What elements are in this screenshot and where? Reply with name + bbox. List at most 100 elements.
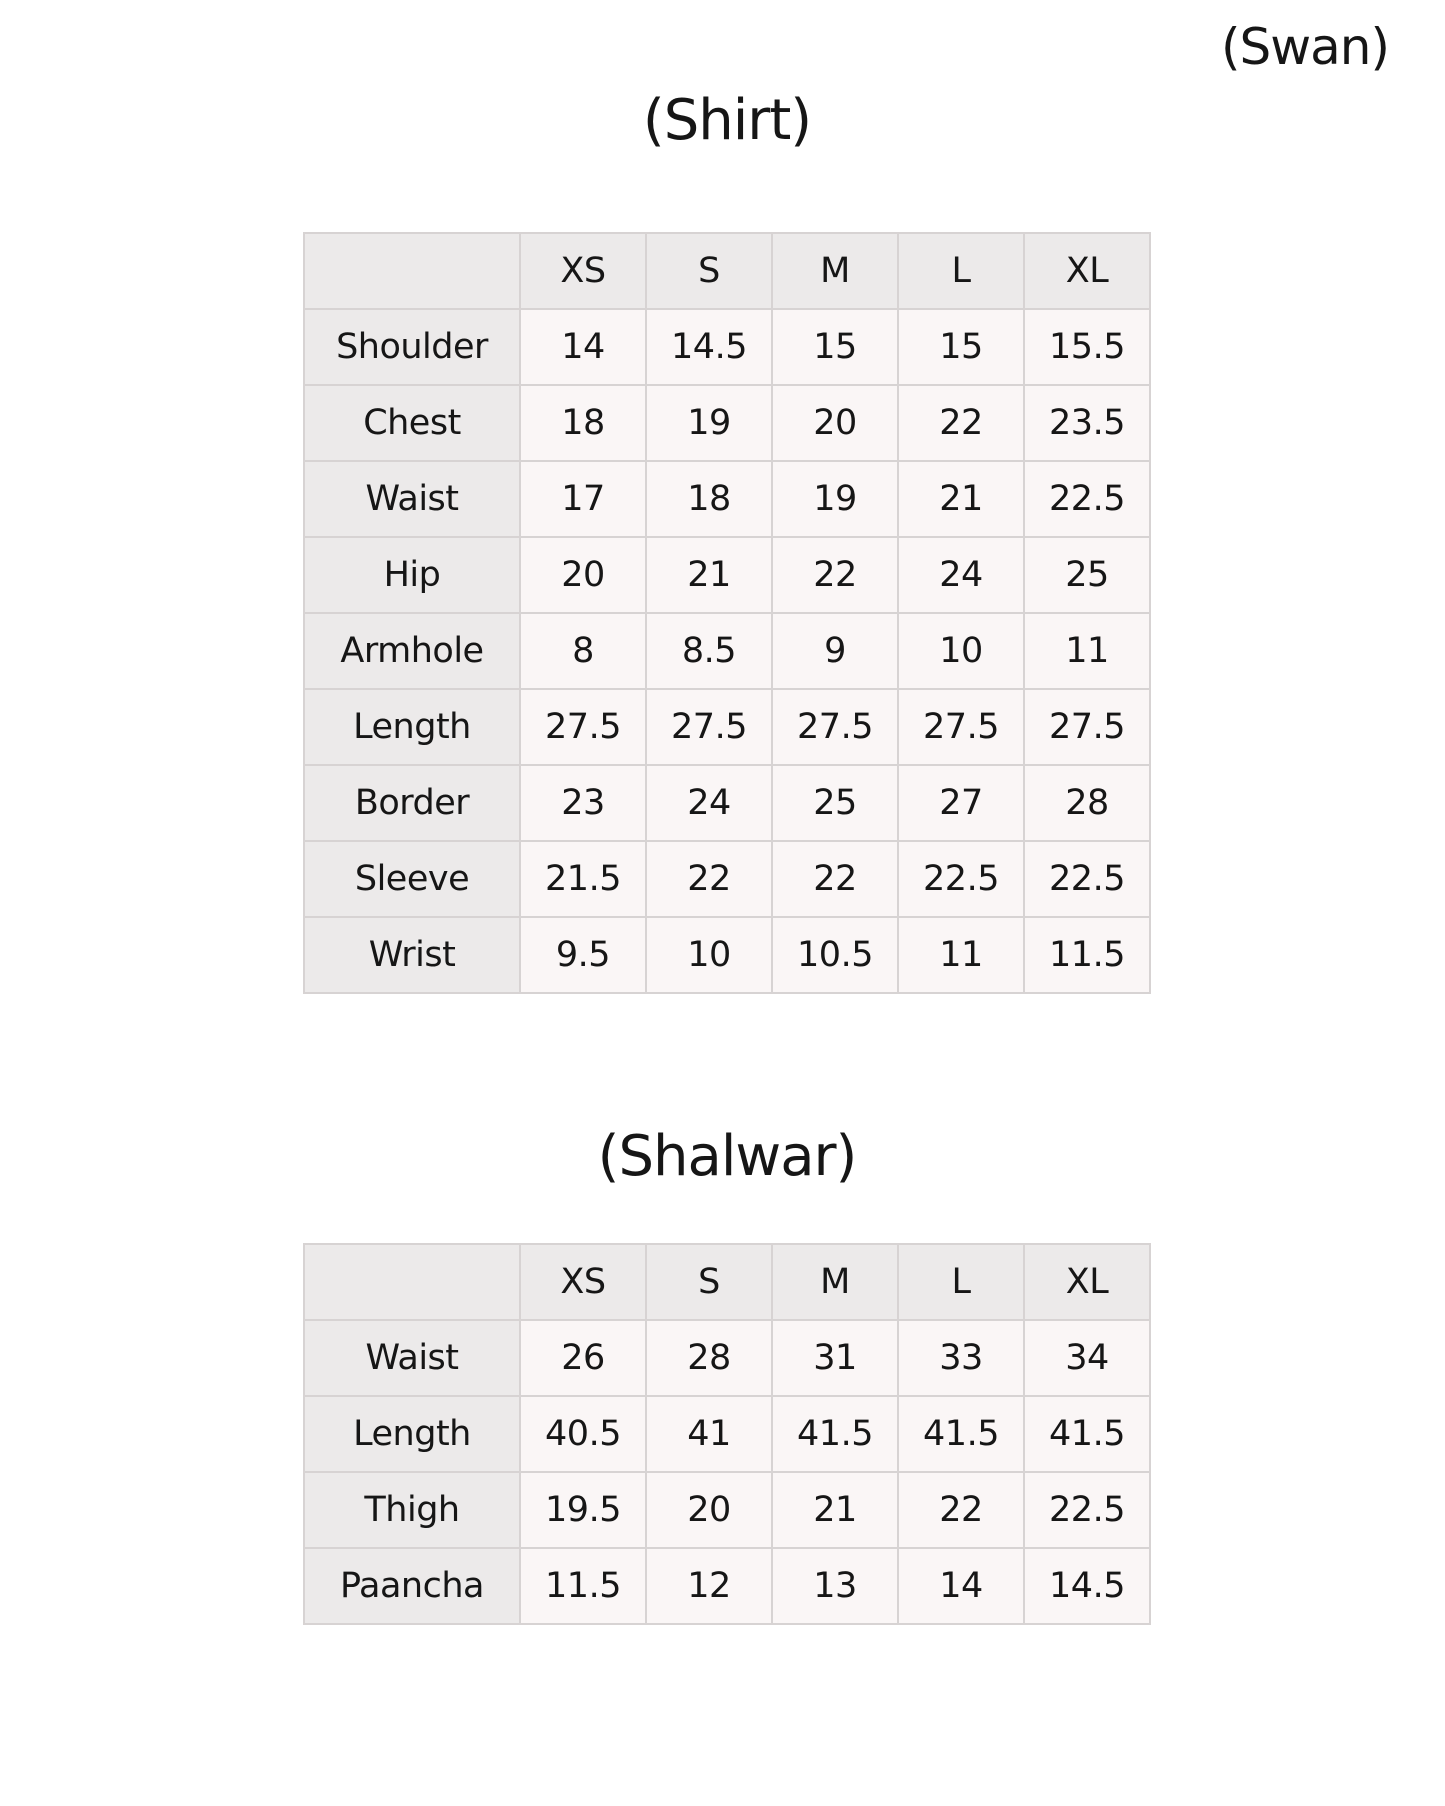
size-value-cell: 41.5 — [1023, 1395, 1151, 1473]
size-value-cell: 24 — [645, 764, 773, 842]
measurement-row: Length 40.5 41 41.5 41.5 41.5 — [303, 1395, 1151, 1473]
measurement-row: Sleeve 21.5 22 22 22.5 22.5 — [303, 840, 1151, 918]
shalwar-section-title: (Shalwar) — [597, 1124, 858, 1189]
size-value-cell: 19 — [645, 384, 773, 462]
size-value-cell: 27.5 — [897, 688, 1025, 766]
size-value-cell: 8.5 — [645, 612, 773, 690]
measurement-row: Border 23 24 25 27 28 — [303, 764, 1151, 842]
size-column-header: L — [897, 232, 1025, 310]
size-value-cell: 23.5 — [1023, 384, 1151, 462]
size-value-cell: 21.5 — [519, 840, 647, 918]
shirt-size-table: XS S M L XL Shoulder 14 14.5 15 15 15.5 Chest 18 19 2… — [303, 232, 1151, 994]
size-value-cell: 13 — [771, 1547, 899, 1625]
size-value-cell: 14.5 — [1023, 1547, 1151, 1625]
size-value-cell: 14 — [519, 308, 647, 386]
measurement-label: Paancha — [303, 1547, 521, 1625]
size-value-cell: 41.5 — [771, 1395, 899, 1473]
size-value-cell: 11.5 — [1023, 916, 1151, 994]
size-value-cell: 31 — [771, 1319, 899, 1397]
size-column-header: XL — [1023, 232, 1151, 310]
measurement-row: Wrist 9.5 10 10.5 11 11.5 — [303, 916, 1151, 994]
measurement-label: Wrist — [303, 916, 521, 994]
size-column-header: M — [771, 232, 899, 310]
measurement-row: Armhole 8 8.5 9 10 11 — [303, 612, 1151, 690]
size-value-cell: 10 — [897, 612, 1025, 690]
size-value-cell: 11 — [1023, 612, 1151, 690]
size-value-cell: 27.5 — [771, 688, 899, 766]
measurement-label: Sleeve — [303, 840, 521, 918]
size-value-cell: 25 — [771, 764, 899, 842]
measurement-row: Shoulder 14 14.5 15 15 15.5 — [303, 308, 1151, 386]
measurement-row: Chest 18 19 20 22 23.5 — [303, 384, 1151, 462]
size-value-cell: 8 — [519, 612, 647, 690]
size-value-cell: 21 — [645, 536, 773, 614]
size-value-cell: 28 — [645, 1319, 773, 1397]
size-value-cell: 24 — [897, 536, 1025, 614]
size-value-cell: 28 — [1023, 764, 1151, 842]
size-value-cell: 15 — [897, 308, 1025, 386]
measurement-label: Hip — [303, 536, 521, 614]
size-value-cell: 34 — [1023, 1319, 1151, 1397]
size-value-cell: 27.5 — [645, 688, 773, 766]
size-column-header: L — [897, 1243, 1025, 1321]
size-value-cell: 21 — [771, 1471, 899, 1549]
size-value-cell: 41 — [645, 1395, 773, 1473]
measurement-label: Length — [303, 1395, 521, 1473]
size-column-header: S — [645, 232, 773, 310]
size-value-cell: 11.5 — [519, 1547, 647, 1625]
measurement-label: Chest — [303, 384, 521, 462]
shalwar-header-row: XS S M L XL — [303, 1243, 1151, 1321]
size-value-cell: 10 — [645, 916, 773, 994]
size-value-cell: 23 — [519, 764, 647, 842]
size-value-cell: 40.5 — [519, 1395, 647, 1473]
size-value-cell: 14 — [897, 1547, 1025, 1625]
size-value-cell: 25 — [1023, 536, 1151, 614]
size-value-cell: 17 — [519, 460, 647, 538]
measurement-label: Shoulder — [303, 308, 521, 386]
measurement-label: Border — [303, 764, 521, 842]
size-value-cell: 27 — [897, 764, 1025, 842]
measurement-label: Waist — [303, 460, 521, 538]
size-value-cell: 9.5 — [519, 916, 647, 994]
shirt-section-title: (Shirt) — [642, 88, 812, 153]
size-value-cell: 22 — [771, 840, 899, 918]
size-value-cell: 33 — [897, 1319, 1025, 1397]
corner-cell — [303, 1243, 521, 1321]
size-value-cell: 20 — [519, 536, 647, 614]
size-value-cell: 22.5 — [1023, 1471, 1151, 1549]
measurement-row: Thigh 19.5 20 21 22 22.5 — [303, 1471, 1151, 1549]
size-value-cell: 18 — [519, 384, 647, 462]
size-column-header: XS — [519, 232, 647, 310]
measurement-row: Waist 17 18 19 21 22.5 — [303, 460, 1151, 538]
size-value-cell: 22 — [897, 384, 1025, 462]
size-value-cell: 20 — [771, 384, 899, 462]
measurement-row: Length 27.5 27.5 27.5 27.5 27.5 — [303, 688, 1151, 766]
size-value-cell: 20 — [645, 1471, 773, 1549]
size-value-cell: 10.5 — [771, 916, 899, 994]
size-value-cell: 12 — [645, 1547, 773, 1625]
size-value-cell: 11 — [897, 916, 1025, 994]
shirt-header-row: XS S M L XL — [303, 232, 1151, 310]
measurement-label: Armhole — [303, 612, 521, 690]
measurement-row: Waist 26 28 31 33 34 — [303, 1319, 1151, 1397]
shalwar-size-table: XS S M L XL Waist 26 28 31 33 34 Length 40.5 41 41.5 4… — [303, 1243, 1151, 1625]
size-value-cell: 22 — [771, 536, 899, 614]
size-value-cell: 19.5 — [519, 1471, 647, 1549]
size-value-cell: 22 — [645, 840, 773, 918]
size-value-cell: 27.5 — [519, 688, 647, 766]
brand-label: (Swan) — [1221, 18, 1390, 76]
size-value-cell: 9 — [771, 612, 899, 690]
size-value-cell: 18 — [645, 460, 773, 538]
size-column-header: M — [771, 1243, 899, 1321]
size-value-cell: 15 — [771, 308, 899, 386]
measurement-label: Length — [303, 688, 521, 766]
size-value-cell: 19 — [771, 460, 899, 538]
measurement-label: Thigh — [303, 1471, 521, 1549]
size-value-cell: 15.5 — [1023, 308, 1151, 386]
size-value-cell: 22.5 — [897, 840, 1025, 918]
measurement-label: Waist — [303, 1319, 521, 1397]
size-value-cell: 14.5 — [645, 308, 773, 386]
measurement-row: Paancha 11.5 12 13 14 14.5 — [303, 1547, 1151, 1625]
size-column-header: XL — [1023, 1243, 1151, 1321]
size-value-cell: 41.5 — [897, 1395, 1025, 1473]
